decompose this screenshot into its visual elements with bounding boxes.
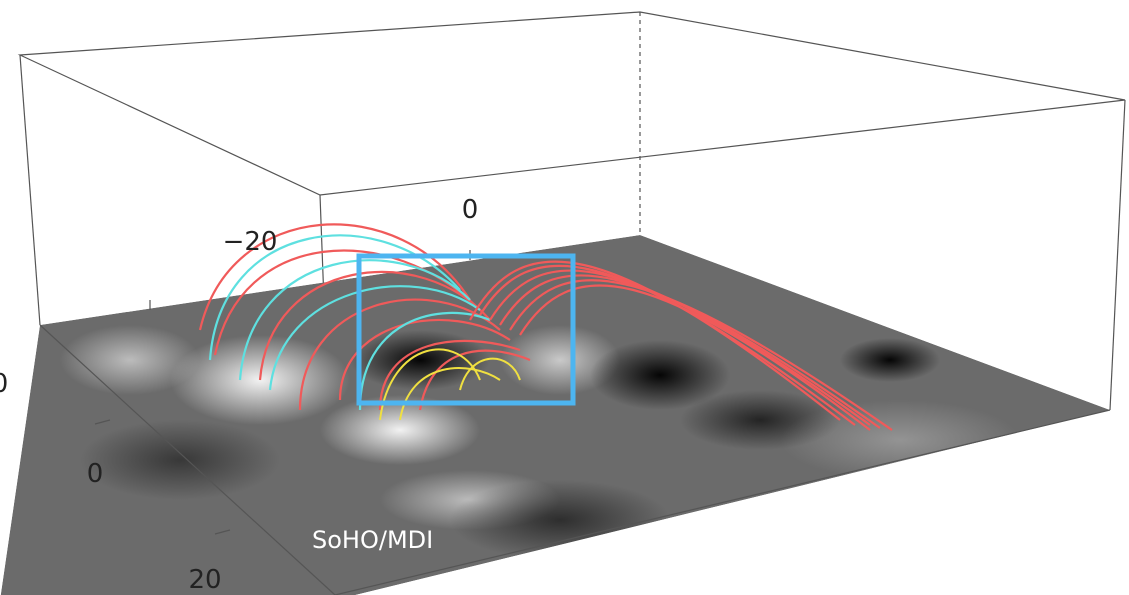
left-tick-label: 20 — [188, 565, 221, 595]
left-tick-label: 0 — [87, 459, 104, 489]
highlight-box — [356, 253, 576, 406]
back-tick-label: −20 — [223, 227, 278, 257]
left-tick-label: 0 — [0, 369, 8, 399]
magnetogram-surface — [0, 235, 1110, 595]
back-tick-label: 0 — [462, 195, 479, 225]
instrument-label: SoHO/MDI — [312, 526, 433, 554]
field-lines — [198, 223, 893, 431]
